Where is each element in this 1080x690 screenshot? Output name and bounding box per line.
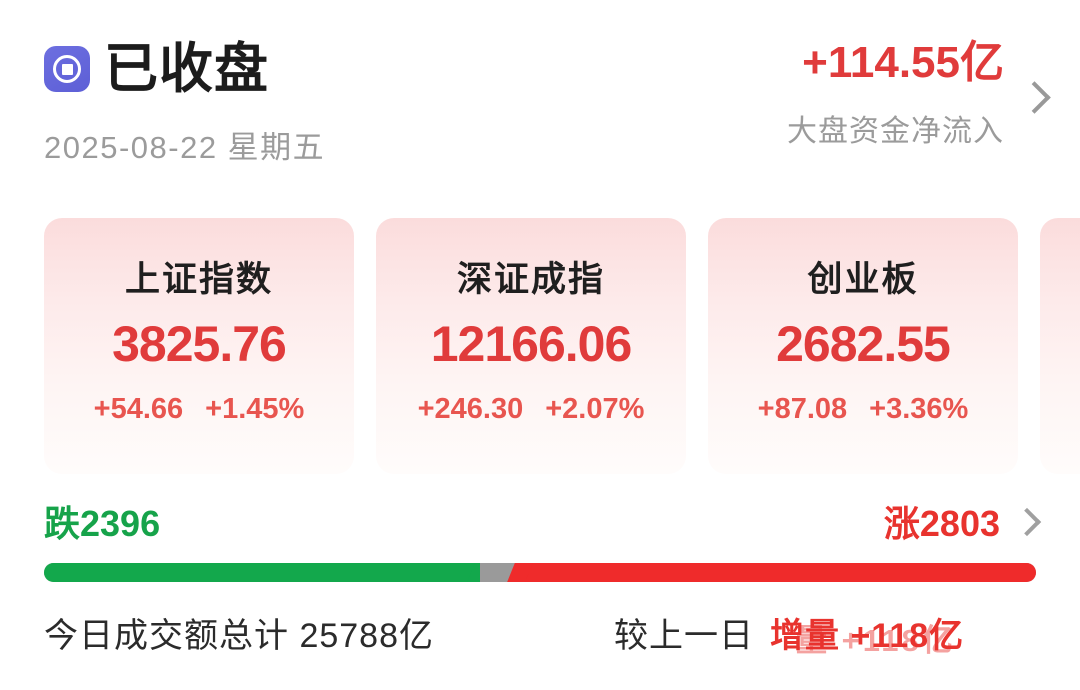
index-name: 深证成指 [456, 260, 605, 299]
index-change-pct: +2.07% [545, 393, 645, 425]
footer: 今日成交额总计 25788亿 较上一日 增量 +118亿 量 +118亿 [44, 604, 1044, 660]
index-change-pct: +1.45% [205, 393, 305, 425]
index-change: +246.30 [417, 393, 524, 425]
index-value: 12166.06 [430, 316, 633, 372]
chevron-right-icon[interactable] [1016, 504, 1036, 538]
market-breadth-row[interactable]: 跌2396 涨2803 [44, 498, 1036, 544]
breadth-segment-declining [44, 563, 481, 582]
market-breadth-bar [44, 563, 1036, 582]
advancing-count-label: 涨2803 [883, 503, 1000, 544]
index-change: +87.08 [757, 393, 848, 425]
net-capital-inflow-label: 大盘资金净流入 [787, 115, 1004, 149]
breadth-segment-advancing [520, 563, 1036, 582]
header-left-block: 已收盘 2025-08-22 星期五 [44, 38, 325, 167]
stop-ring-shape [53, 55, 81, 83]
turnover-delta-value: 增量 +118亿 [770, 616, 965, 655]
net-capital-inflow-texts: +114.55亿 大盘资金净流入 [787, 38, 1004, 150]
net-capital-inflow-entry[interactable]: +114.55亿 大盘资金净流入 [787, 38, 1046, 150]
index-card-chinext[interactable]: 创业板 2682.55 +87.08 +3.36% [708, 218, 1018, 474]
index-card-next-partial[interactable] [1040, 218, 1080, 474]
market-closed-icon [44, 46, 90, 92]
index-delta-row: +54.66 +1.45% [94, 395, 305, 424]
turnover-comparison-group: 较上一日 增量 +118亿 量 +118亿 [614, 604, 964, 660]
index-value: 2682.55 [776, 316, 951, 372]
index-delta-row: +87.08 +3.36% [758, 395, 969, 424]
index-name: 上证指数 [124, 260, 273, 299]
index-card-shanghai[interactable]: 上证指数 3825.76 +54.66 +1.45% [44, 218, 354, 474]
comparison-label: 较上一日 [614, 616, 754, 655]
market-status-row: 已收盘 [44, 38, 325, 100]
index-change: +54.66 [93, 393, 184, 425]
index-card-shenzhen[interactable]: 深证成指 12166.06 +246.30 +2.07% [376, 218, 686, 474]
index-card-list: 上证指数 3825.76 +54.66 +1.45% 深证成指 12166.06… [44, 218, 1080, 474]
index-change-pct: +3.36% [869, 393, 969, 425]
index-value: 3825.76 [112, 316, 287, 372]
header: 已收盘 2025-08-22 星期五 +114.55亿 大盘资金净流入 [0, 0, 1080, 196]
market-date-label: 2025-08-22 星期五 [44, 130, 326, 165]
index-delta-row: +246.30 +2.07% [418, 395, 645, 424]
market-status-label: 已收盘 [104, 39, 269, 99]
declining-count-label: 跌2396 [44, 503, 161, 544]
total-turnover-label: 今日成交额总计 25788亿 [44, 616, 434, 655]
advancing-group[interactable]: 涨2803 [884, 495, 1036, 547]
stop-square-shape [61, 63, 73, 75]
index-name: 创业板 [807, 260, 919, 299]
net-capital-inflow-value: +114.55亿 [802, 38, 1004, 87]
comparison-value-stack: 增量 +118亿 量 +118亿 [770, 610, 965, 659]
chevron-right-icon[interactable] [1020, 75, 1046, 121]
